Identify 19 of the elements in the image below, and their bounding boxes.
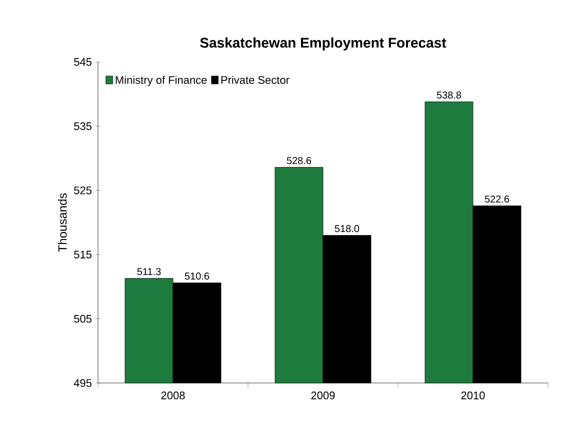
x-tick-label: 2009 [311,392,335,400]
data-label: 528.6 [286,157,312,164]
chart-title: Saskatchewan Employment Forecast [200,37,446,50]
x-tick-label: 2008 [161,392,185,400]
y-axis-title: Thousands [58,193,67,252]
y-tick-label: 515 [74,250,92,258]
data-label: 522.6 [484,196,510,203]
data-label: 518.0 [334,225,360,232]
y-tick-label: 495 [74,379,92,387]
data-label: 510.6 [184,272,210,280]
x-tick-label: 2010 [461,392,485,400]
data-label: 511.3 [137,268,161,276]
y-tick-label: 535 [74,122,92,130]
data-label: 538.8 [436,92,462,99]
y-tick-label: 545 [74,58,92,66]
y-tick-label: 505 [74,314,92,323]
legend-label: Ministry of Finance [116,76,207,86]
legend-label: Private Sector [221,76,290,84]
y-tick-label: 525 [74,186,92,194]
